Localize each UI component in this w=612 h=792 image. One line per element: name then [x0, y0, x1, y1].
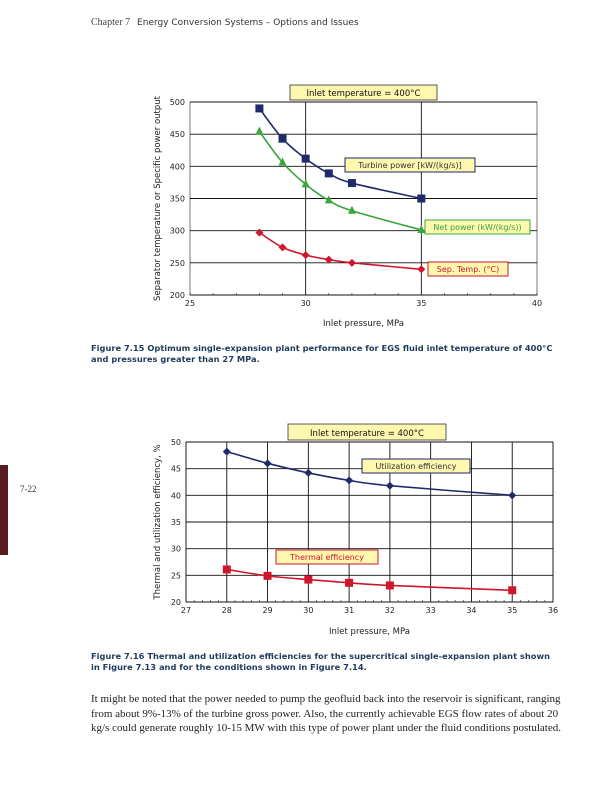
data-point-diamond — [385, 481, 394, 490]
y-tick-label: 30 — [171, 545, 181, 554]
x-tick-label: 33 — [426, 606, 436, 615]
chart-figure-7-15: 200 250 300 350 400 450 500 25 30 35 40 Inlet press… — [153, 84, 542, 329]
data-point-diamond — [255, 228, 264, 237]
y-tick-label: 350 — [170, 195, 185, 204]
data-point-triangle — [417, 225, 426, 234]
chapter-title: Energy Conversion Systems – Options and … — [137, 18, 359, 28]
data-point-square — [255, 104, 264, 113]
x-tick-label: 32 — [385, 606, 395, 615]
series-label-box — [427, 261, 509, 277]
data-point-diamond — [345, 476, 354, 485]
data-point-triangle — [347, 205, 356, 214]
data-point-triangle — [278, 157, 287, 166]
data-point-triangle — [301, 179, 310, 188]
data-point-triangle — [324, 195, 333, 204]
y-axis-label: Separator temperature or Specific power … — [153, 95, 163, 301]
data-point-square — [263, 571, 272, 580]
data-point-triangle — [255, 126, 264, 135]
series-label: Utilization efficiency — [375, 462, 456, 471]
y-axis-label: Thermal and utilization efficiency, % — [153, 444, 163, 600]
chapter-label: Chapter 7 — [91, 17, 131, 28]
data-point-square — [222, 565, 231, 574]
running-header: Chapter 7 Energy Conversion Systems – Op… — [91, 17, 359, 28]
x-tick-label: 28 — [222, 606, 232, 615]
caption-figure-7-15: Figure 7.15 Optimum single-expansion pla… — [91, 343, 553, 364]
x-axis-label: Inlet pressure, MPa — [329, 627, 410, 637]
data-point-square — [385, 581, 394, 590]
y-tick-label: 250 — [170, 259, 185, 268]
chart-title-box — [287, 423, 447, 441]
x-tick-label: 36 — [548, 606, 558, 615]
caption-figure-7-16: Figure 7.16 Thermal and utilization effi… — [91, 651, 551, 672]
series-label: Thermal efficiency — [289, 553, 364, 562]
body-paragraph: It might be noted that the power needed … — [91, 693, 561, 734]
series-label-box — [361, 458, 471, 474]
y-tick-label: 450 — [170, 130, 185, 139]
chart-title-box — [289, 84, 438, 101]
x-tick-label: 25 — [185, 299, 195, 308]
series-label: Turbine power [kW/(kg/s)] — [357, 161, 461, 170]
y-tick-label: 200 — [170, 291, 185, 300]
series-label-box — [344, 157, 476, 173]
chart-title: Inlet temperature = 400°C — [310, 429, 424, 439]
x-axis-label: Inlet pressure, MPa — [323, 319, 404, 329]
data-point-square — [304, 575, 313, 584]
x-tick-label: 29 — [262, 606, 272, 615]
data-point-diamond — [222, 447, 231, 456]
data-point-square — [508, 586, 517, 595]
x-tick-label: 31 — [344, 606, 354, 615]
x-tick-label: 40 — [532, 299, 542, 308]
data-point-diamond — [278, 243, 287, 252]
y-tick-label: 300 — [170, 227, 185, 236]
x-tick-label: 35 — [507, 606, 517, 615]
y-tick-label: 50 — [171, 438, 181, 447]
data-point-diamond — [304, 468, 313, 477]
y-tick-label: 35 — [171, 518, 181, 527]
data-point-diamond — [508, 491, 517, 500]
data-point-diamond — [347, 258, 356, 267]
x-tick-label: 27 — [181, 606, 191, 615]
series-label-box — [275, 549, 379, 565]
data-point-square — [278, 134, 287, 143]
data-point-square — [345, 578, 354, 587]
y-tick-label: 20 — [171, 598, 181, 607]
data-point-square — [417, 194, 426, 203]
data-point-diamond — [324, 255, 333, 264]
y-tick-label: 45 — [171, 465, 181, 474]
chart-title: Inlet temperature = 400°C — [307, 89, 421, 99]
page-number: 7-22 — [20, 484, 37, 494]
series-label: Sep. Temp. (°C) — [437, 265, 499, 274]
x-tick-label: 35 — [416, 299, 426, 308]
data-point-square — [324, 169, 333, 178]
x-tick-label: 30 — [301, 299, 311, 308]
y-tick-label: 400 — [170, 162, 185, 171]
data-point-square — [347, 179, 356, 188]
x-tick-label: 30 — [303, 606, 313, 615]
y-tick-label: 25 — [171, 571, 181, 580]
x-tick-label: 34 — [466, 606, 476, 615]
series-label-box — [424, 219, 531, 235]
y-tick-label: 40 — [171, 491, 181, 500]
chapter-sidebar-tab — [0, 465, 8, 555]
y-tick-label: 500 — [170, 98, 185, 107]
series-label: Net power (kW/(kg/s)) — [433, 223, 521, 232]
data-point-square — [301, 154, 310, 163]
data-point-diamond — [263, 459, 272, 468]
data-point-diamond — [417, 265, 426, 274]
data-point-diamond — [301, 251, 310, 260]
